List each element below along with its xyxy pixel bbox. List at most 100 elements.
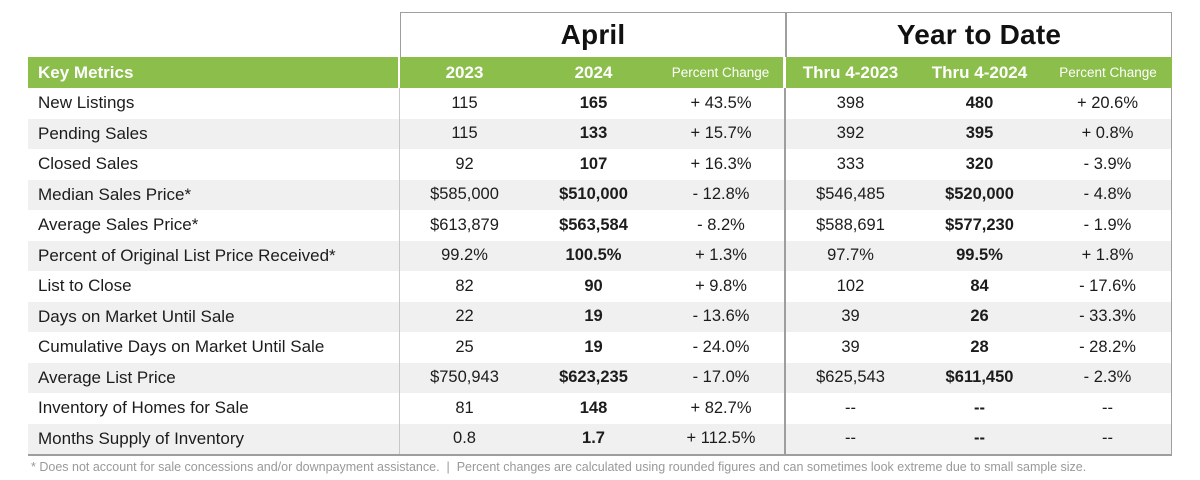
ytd-2023-value: 398	[836, 93, 865, 112]
april-percent-change-value: + 43.5%	[658, 88, 786, 119]
april-2024-value: 133	[579, 124, 608, 143]
april-percent-change-value: + 15.7%	[658, 118, 786, 149]
april-2024-value: 165	[579, 93, 608, 112]
table-row: Days on Market Until Sale 22 19 - 13.6% …	[28, 301, 1172, 332]
ytd-percent-change-value: - 1.9%	[1044, 210, 1172, 241]
ytd-2024-value: 320	[965, 154, 994, 173]
metric-label: Months Supply of Inventory	[28, 423, 400, 454]
table-row: Cumulative Days on Market Until Sale 25 …	[28, 332, 1172, 363]
table-row: New Listings 115 165 + 43.5% 398 480 + 2…	[28, 88, 1172, 119]
table-body: New Listings 115 165 + 43.5% 398 480 + 2…	[28, 88, 1172, 454]
ytd-percent-change-value: --	[1044, 423, 1172, 454]
footnote: * Does not account for sale concessions …	[31, 460, 1087, 474]
ytd-section-header: Year to Date	[786, 12, 1172, 57]
ytd-2024-value: 395	[965, 124, 994, 143]
april-section-title: April	[560, 19, 626, 50]
april-2024-value: 19	[584, 307, 603, 326]
table-row: Months Supply of Inventory 0.8 1.7 + 112…	[28, 423, 1172, 454]
table-row: Average Sales Price* $613,879 $563,584 -…	[28, 210, 1172, 241]
april-2024-value: $510,000	[559, 185, 628, 204]
april-2023-value: 99.2%	[441, 246, 488, 265]
april-percent-change-value: - 24.0%	[658, 332, 786, 363]
april-2024-value: 90	[584, 276, 603, 295]
april-percent-change-header: Percent Change	[658, 57, 786, 88]
ytd-2023-value: 97.7%	[827, 246, 874, 265]
ytd-2024-value: $520,000	[945, 185, 1014, 204]
april-2023-value: 0.8	[453, 429, 476, 448]
ytd-2023-value: 333	[836, 154, 865, 173]
april-percent-change-value: + 82.7%	[658, 393, 786, 424]
metric-label: New Listings	[28, 88, 400, 119]
april-2023-value: $613,879	[430, 215, 499, 234]
ytd-2023-value: 392	[836, 124, 865, 143]
ytd-thru-2024-header: Thru 4-2024	[915, 57, 1044, 88]
april-2024-value: $563,584	[559, 215, 628, 234]
table-bottom-border	[28, 454, 1172, 456]
ytd-2024-value: --	[974, 398, 985, 417]
ytd-2024-value: 28	[970, 337, 989, 356]
ytd-2023-value: 39	[841, 307, 860, 326]
metric-label: Average Sales Price*	[28, 210, 400, 241]
april-2023-value: $585,000	[430, 185, 499, 204]
april-percent-change-value: - 8.2%	[658, 210, 786, 241]
april-percent-change-value: - 17.0%	[658, 362, 786, 393]
ytd-2024-value: $611,450	[945, 368, 1014, 387]
ytd-2023-value: 39	[841, 337, 860, 356]
april-2024-value: 100.5%	[565, 246, 622, 265]
ytd-2024-value: --	[974, 429, 985, 448]
metric-label: List to Close	[28, 271, 400, 302]
metric-label: Median Sales Price*	[28, 179, 400, 210]
metric-label: Pending Sales	[28, 118, 400, 149]
table-row: Closed Sales 92 107 + 16.3% 333 320 - 3.…	[28, 149, 1172, 180]
metric-label: Percent of Original List Price Received*	[28, 240, 400, 271]
april-percent-change-value: + 16.3%	[658, 149, 786, 180]
column-header-row: Key Metrics 2023 2024 Percent Change Thr…	[28, 57, 1172, 88]
ytd-percent-change-value: --	[1044, 393, 1172, 424]
ytd-percent-change-value: - 33.3%	[1044, 301, 1172, 332]
april-2023-value: 92	[455, 154, 474, 173]
ytd-percent-change-value: - 28.2%	[1044, 332, 1172, 363]
april-2023-value: 115	[451, 93, 478, 112]
april-2023-value: 25	[455, 337, 474, 356]
april-2023-value: 82	[455, 276, 474, 295]
april-percent-change-value: + 1.3%	[658, 240, 786, 271]
metric-label: Inventory of Homes for Sale	[28, 393, 400, 424]
april-2023-value: 81	[455, 398, 474, 417]
ytd-2023-value: --	[845, 398, 856, 417]
april-percent-change-value: + 112.5%	[658, 423, 786, 454]
ytd-percent-change-value: + 1.8%	[1044, 240, 1172, 271]
ytd-2024-value: 26	[970, 307, 989, 326]
april-2024-header: 2024	[529, 57, 658, 88]
key-metrics-header: Key Metrics	[28, 57, 400, 88]
ytd-percent-change-value: - 2.3%	[1044, 362, 1172, 393]
april-2023-header: 2023	[400, 57, 529, 88]
metric-label: Average List Price	[28, 362, 400, 393]
ytd-2023-value: $546,485	[816, 185, 885, 204]
metric-label: Days on Market Until Sale	[28, 301, 400, 332]
ytd-2023-value: $588,691	[816, 215, 885, 234]
ytd-2023-value: $625,543	[816, 368, 885, 387]
ytd-percent-change-value: - 4.8%	[1044, 179, 1172, 210]
ytd-2023-value: --	[845, 429, 856, 448]
april-percent-change-value: - 12.8%	[658, 179, 786, 210]
ytd-2023-value: 102	[836, 276, 865, 295]
table-row: Inventory of Homes for Sale 81 148 + 82.…	[28, 393, 1172, 424]
ytd-percent-change-value: - 17.6%	[1044, 271, 1172, 302]
april-2024-value: 107	[579, 154, 608, 173]
table-row: List to Close 82 90 + 9.8% 102 84 - 17.6…	[28, 271, 1172, 302]
april-percent-change-value: + 9.8%	[658, 271, 786, 302]
april-2023-value: 22	[455, 307, 474, 326]
ytd-percent-change-value: + 0.8%	[1044, 118, 1172, 149]
april-percent-change-value: - 13.6%	[658, 301, 786, 332]
ytd-thru-2023-header: Thru 4-2023	[786, 57, 915, 88]
ytd-2024-value: 480	[965, 93, 994, 112]
ytd-percent-change-value: + 20.6%	[1044, 88, 1172, 119]
april-2024-value: 148	[579, 398, 608, 417]
table-row: Percent of Original List Price Received*…	[28, 240, 1172, 271]
april-2024-value: $623,235	[559, 368, 628, 387]
table-row: Pending Sales 115 133 + 15.7% 392 395 + …	[28, 118, 1172, 149]
april-2024-value: 19	[584, 337, 603, 356]
table-row: Median Sales Price* $585,000 $510,000 - …	[28, 179, 1172, 210]
ytd-2024-value: 84	[970, 276, 989, 295]
